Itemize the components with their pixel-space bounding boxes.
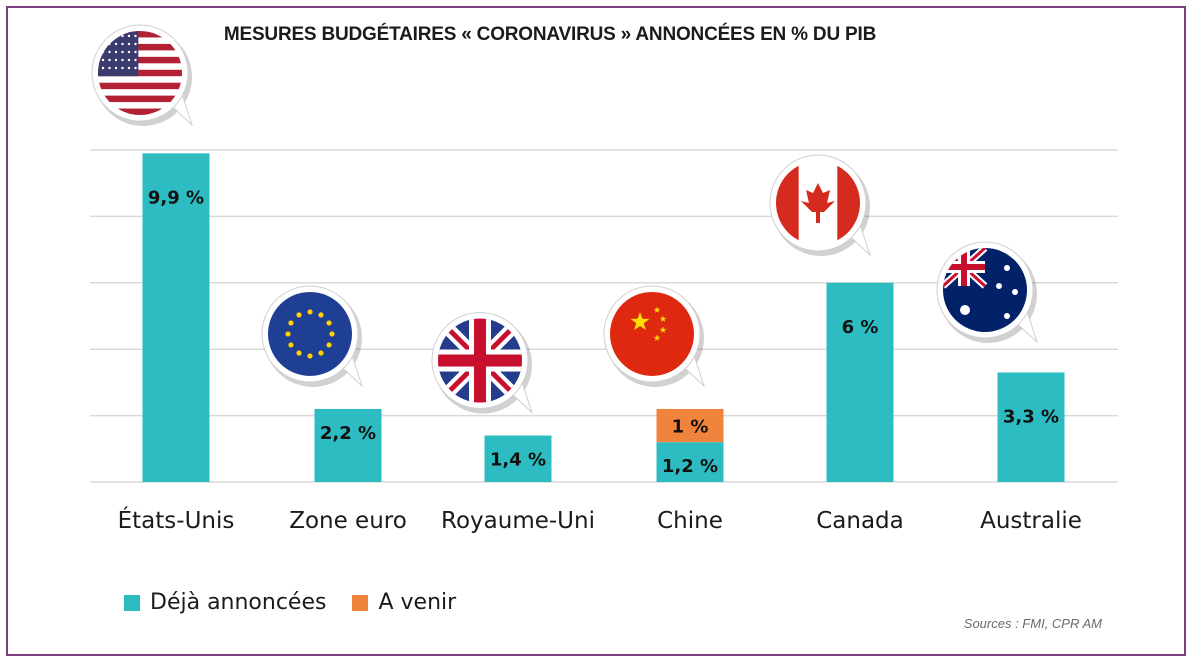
chart-title: MESURES BUDGÉTAIRES « CORONAVIRUS » ANNO… <box>223 24 877 45</box>
category-label-5: Australie <box>980 508 1082 534</box>
legend-swatch-deja <box>124 594 140 611</box>
data-label-deja-4: 6 % <box>842 317 879 338</box>
category-label-4: Canada <box>816 508 904 534</box>
data-label-deja-5: 3,3 % <box>1003 406 1059 427</box>
china-flag-icon <box>603 285 706 388</box>
legend-item-avenir: A venir <box>352 590 456 615</box>
legend-label-deja: Déjà annoncées <box>150 590 327 615</box>
canada-flag-icon <box>769 154 872 257</box>
category-label-3: Chine <box>657 508 723 534</box>
bar-deja-3 <box>656 442 724 482</box>
data-label-deja-0: 9,9 % <box>148 187 204 208</box>
data-label-deja-1: 2,2 % <box>320 423 376 444</box>
data-label-deja-3: 1,2 % <box>662 456 718 477</box>
bar-deja-2 <box>484 435 552 482</box>
category-label-0: États-Unis <box>118 506 235 534</box>
bar-deja-0 <box>142 153 210 482</box>
legend-item-deja: Déjà annoncées <box>124 590 326 615</box>
category-label-1: Zone euro <box>289 508 407 534</box>
category-label-2: Royaume-Uni <box>441 508 595 534</box>
uk-flag-icon <box>431 312 534 415</box>
legend-label-avenir: A venir <box>378 590 457 615</box>
data-label-avenir-3: 1 % <box>672 417 709 438</box>
bar-deja-1 <box>314 408 382 482</box>
bar-deja-5 <box>997 372 1065 482</box>
legend: Déjà annoncées A venir <box>124 590 482 615</box>
data-label-deja-2: 1,4 % <box>490 450 546 471</box>
bar-avenir-3 <box>656 408 724 443</box>
source-note: Sources : FMI, CPR AM <box>963 616 1102 631</box>
eu-flag-icon <box>261 285 364 388</box>
us-flag-icon <box>91 24 194 127</box>
bar-deja-4 <box>826 282 894 482</box>
australia-flag-icon <box>936 241 1039 344</box>
legend-swatch-avenir <box>352 594 369 611</box>
